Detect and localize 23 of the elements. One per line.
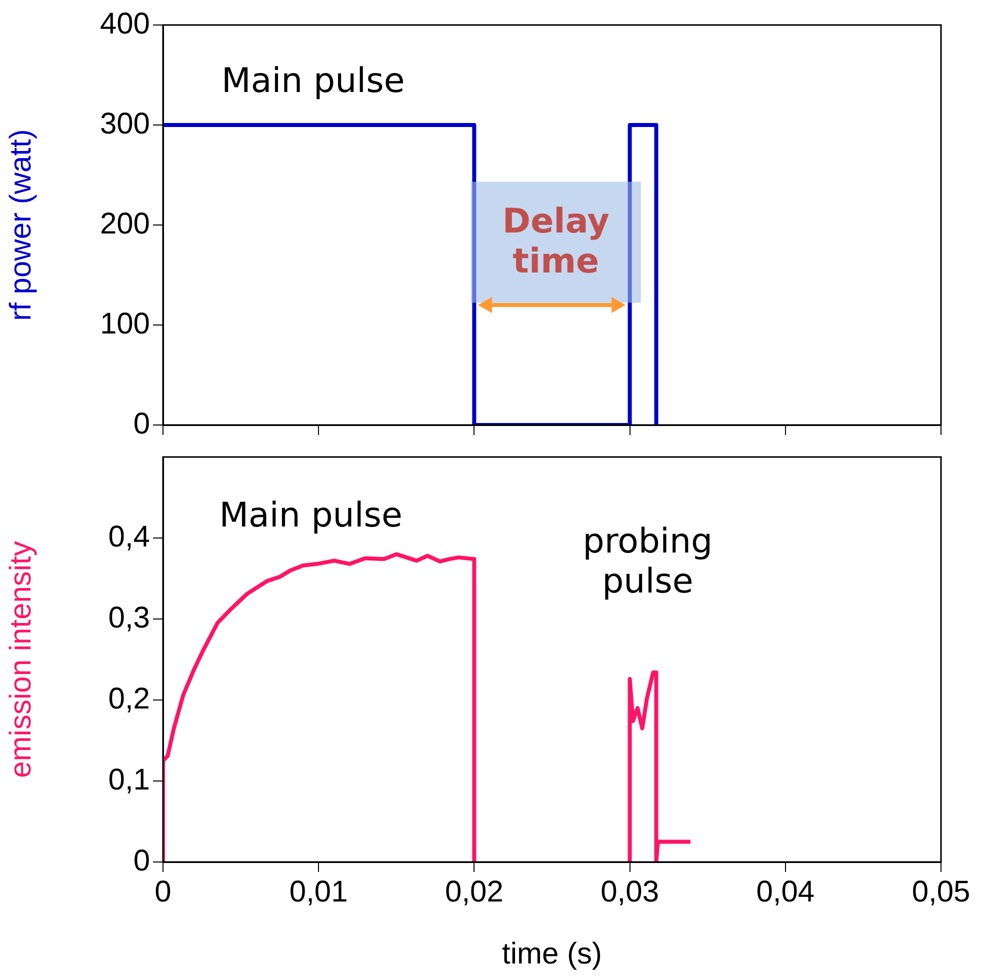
y-tick-label: 0,3 bbox=[108, 601, 150, 634]
y-tick-label: 100 bbox=[100, 307, 150, 340]
y-tick-label: 0,1 bbox=[108, 763, 150, 796]
x-tick-label: 0,03 bbox=[600, 875, 659, 908]
y-tick-label: 0,4 bbox=[108, 520, 150, 554]
y-tick-label: 300 bbox=[100, 107, 150, 140]
x-tick-label: 0,01 bbox=[289, 875, 348, 908]
y-tick-label: 0,2 bbox=[108, 682, 150, 716]
y-axis-title: emission intensity bbox=[4, 541, 38, 778]
annotation: Main pulse bbox=[222, 61, 405, 102]
x-tick-label: 0,04 bbox=[756, 875, 815, 908]
y-tick-label: 0 bbox=[133, 844, 150, 878]
y-tick-label: 400 bbox=[100, 7, 150, 40]
annotation: Delay time bbox=[502, 202, 610, 282]
x-tick-label: 0,05 bbox=[912, 875, 970, 908]
y-axis-title: rf power (watt) bbox=[4, 129, 38, 321]
annotation: Main pulse bbox=[219, 496, 402, 536]
y-tick-label: 0 bbox=[133, 407, 150, 440]
x-tick-label: 0 bbox=[154, 875, 172, 908]
x-tick-label: 0,02 bbox=[445, 875, 504, 908]
annotation: probing pulse bbox=[582, 521, 713, 602]
y-tick-label: 200 bbox=[100, 207, 150, 240]
x-axis-title: time (s) bbox=[502, 937, 602, 970]
